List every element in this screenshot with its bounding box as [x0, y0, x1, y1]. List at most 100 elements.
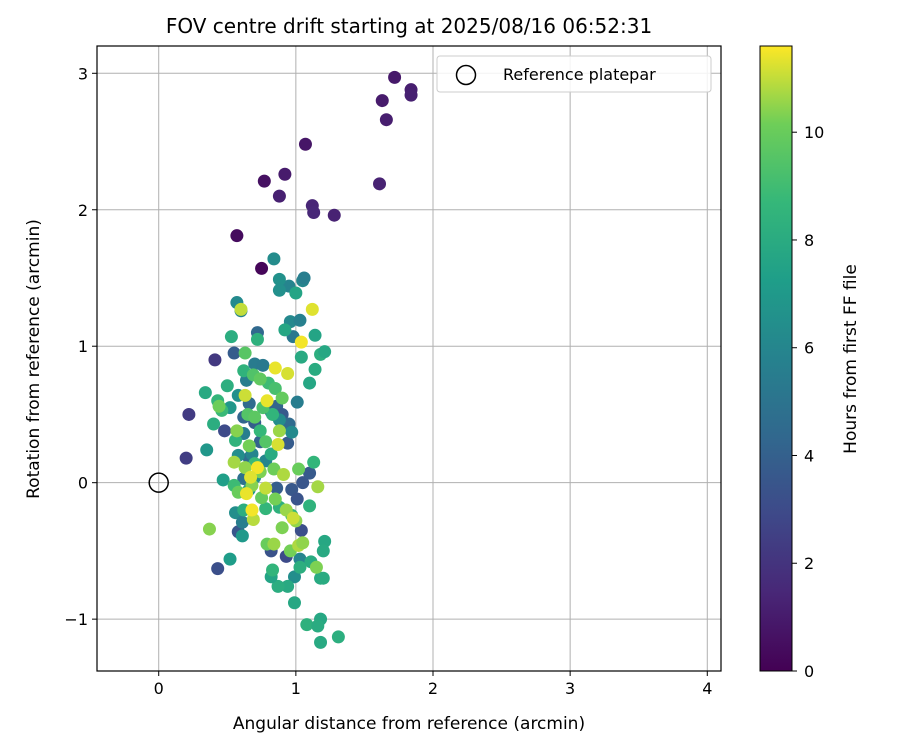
data-point: [316, 571, 330, 585]
data-point: [318, 534, 332, 548]
data-point: [293, 560, 307, 574]
grid-lines: [97, 46, 721, 671]
data-point: [316, 544, 330, 558]
data-point: [218, 424, 232, 438]
data-point: [182, 407, 196, 421]
data-point: [234, 302, 248, 316]
data-point: [229, 433, 243, 447]
data-point: [272, 283, 286, 297]
data-point: [259, 502, 273, 516]
data-point: [235, 529, 249, 543]
data-point: [307, 455, 321, 469]
data-point: [246, 513, 260, 527]
data-point: [266, 563, 280, 577]
data-point: [227, 346, 241, 360]
data-point: [271, 579, 285, 593]
data-point: [373, 177, 387, 191]
data-point: [311, 480, 325, 494]
data-point: [267, 537, 281, 551]
y-tick-label: 2: [78, 201, 88, 220]
y-tick-label: −1: [64, 610, 88, 629]
data-point: [287, 596, 301, 610]
data-point: [198, 386, 212, 400]
data-point: [277, 467, 291, 481]
y-axis-ticks: −1 0 1 2 3: [64, 64, 97, 629]
chart-title: FOV centre drift starting at 2025/08/16 …: [166, 14, 652, 38]
x-tick-label: 0: [154, 679, 164, 698]
colorbar-tick-label: 0: [804, 662, 814, 681]
legend-box: [436, 55, 712, 93]
data-point: [292, 462, 306, 476]
data-point: [271, 437, 285, 451]
y-tick-label: 1: [78, 337, 88, 356]
data-point: [216, 473, 230, 487]
data-point: [179, 451, 193, 465]
data-point: [294, 335, 308, 349]
reference-platepar-marker: [148, 472, 169, 493]
data-point: [208, 353, 222, 367]
data-point: [250, 332, 264, 346]
data-point: [250, 461, 264, 475]
data-point: [303, 499, 317, 513]
y-axis-label: Rotation from reference (arcmin): [24, 219, 44, 499]
colorbar-tick-label: 2: [804, 554, 814, 573]
data-point: [297, 271, 311, 285]
x-axis-ticks: 0 1 2 3 4: [154, 671, 712, 698]
data-point: [290, 492, 304, 506]
data-point: [388, 70, 402, 84]
data-point: [308, 328, 322, 342]
data-point: [242, 439, 256, 453]
x-tick-label: 1: [291, 679, 301, 698]
data-point: [238, 388, 252, 402]
colorbar-tick-label: 4: [804, 446, 814, 465]
data-point: [285, 425, 299, 439]
data-point: [260, 394, 274, 408]
data-point: [257, 174, 271, 188]
data-point: [294, 523, 308, 537]
data-point: [235, 515, 249, 529]
data-point: [308, 362, 322, 376]
data-point: [296, 476, 310, 490]
data-point: [290, 395, 304, 409]
data-point: [256, 358, 270, 372]
data-point: [275, 521, 289, 535]
data-point: [285, 483, 299, 497]
data-point: [309, 560, 323, 574]
data-point: [281, 579, 295, 593]
data-point: [296, 536, 310, 550]
data-points: [179, 70, 418, 649]
data-point: [202, 522, 216, 536]
plot-area: 0 1 2 3 4 −1 0 1 2 3: [64, 45, 722, 698]
data-point: [268, 361, 282, 375]
data-point: [253, 372, 267, 386]
y-tick-label: 3: [78, 64, 88, 83]
data-point: [253, 424, 267, 438]
data-point: [289, 286, 303, 300]
colorbar-tick-label: 6: [804, 339, 814, 358]
data-point: [248, 410, 262, 424]
data-point: [238, 461, 252, 475]
data-point: [379, 113, 393, 127]
data-point: [272, 189, 286, 203]
data-point: [287, 570, 301, 584]
data-point: [211, 562, 225, 576]
data-point: [255, 261, 269, 275]
data-point: [266, 407, 280, 421]
data-point: [259, 481, 273, 495]
data-point: [293, 313, 307, 327]
data-point: [278, 167, 292, 181]
colorbar-label: Hours from first FF file: [841, 264, 861, 454]
data-point: [307, 205, 321, 219]
colorbar-tick-label: 10: [804, 123, 824, 142]
data-point: [270, 481, 284, 495]
legend: Reference platepar: [436, 55, 712, 93]
data-point: [223, 552, 237, 566]
data-point: [272, 424, 286, 438]
data-point: [200, 443, 214, 457]
data-point: [259, 435, 273, 449]
colorbar-ticks: 0 2 4 6 8 10: [792, 123, 824, 681]
data-point: [227, 455, 241, 469]
data-point: [327, 208, 341, 222]
data-point: [311, 619, 325, 633]
